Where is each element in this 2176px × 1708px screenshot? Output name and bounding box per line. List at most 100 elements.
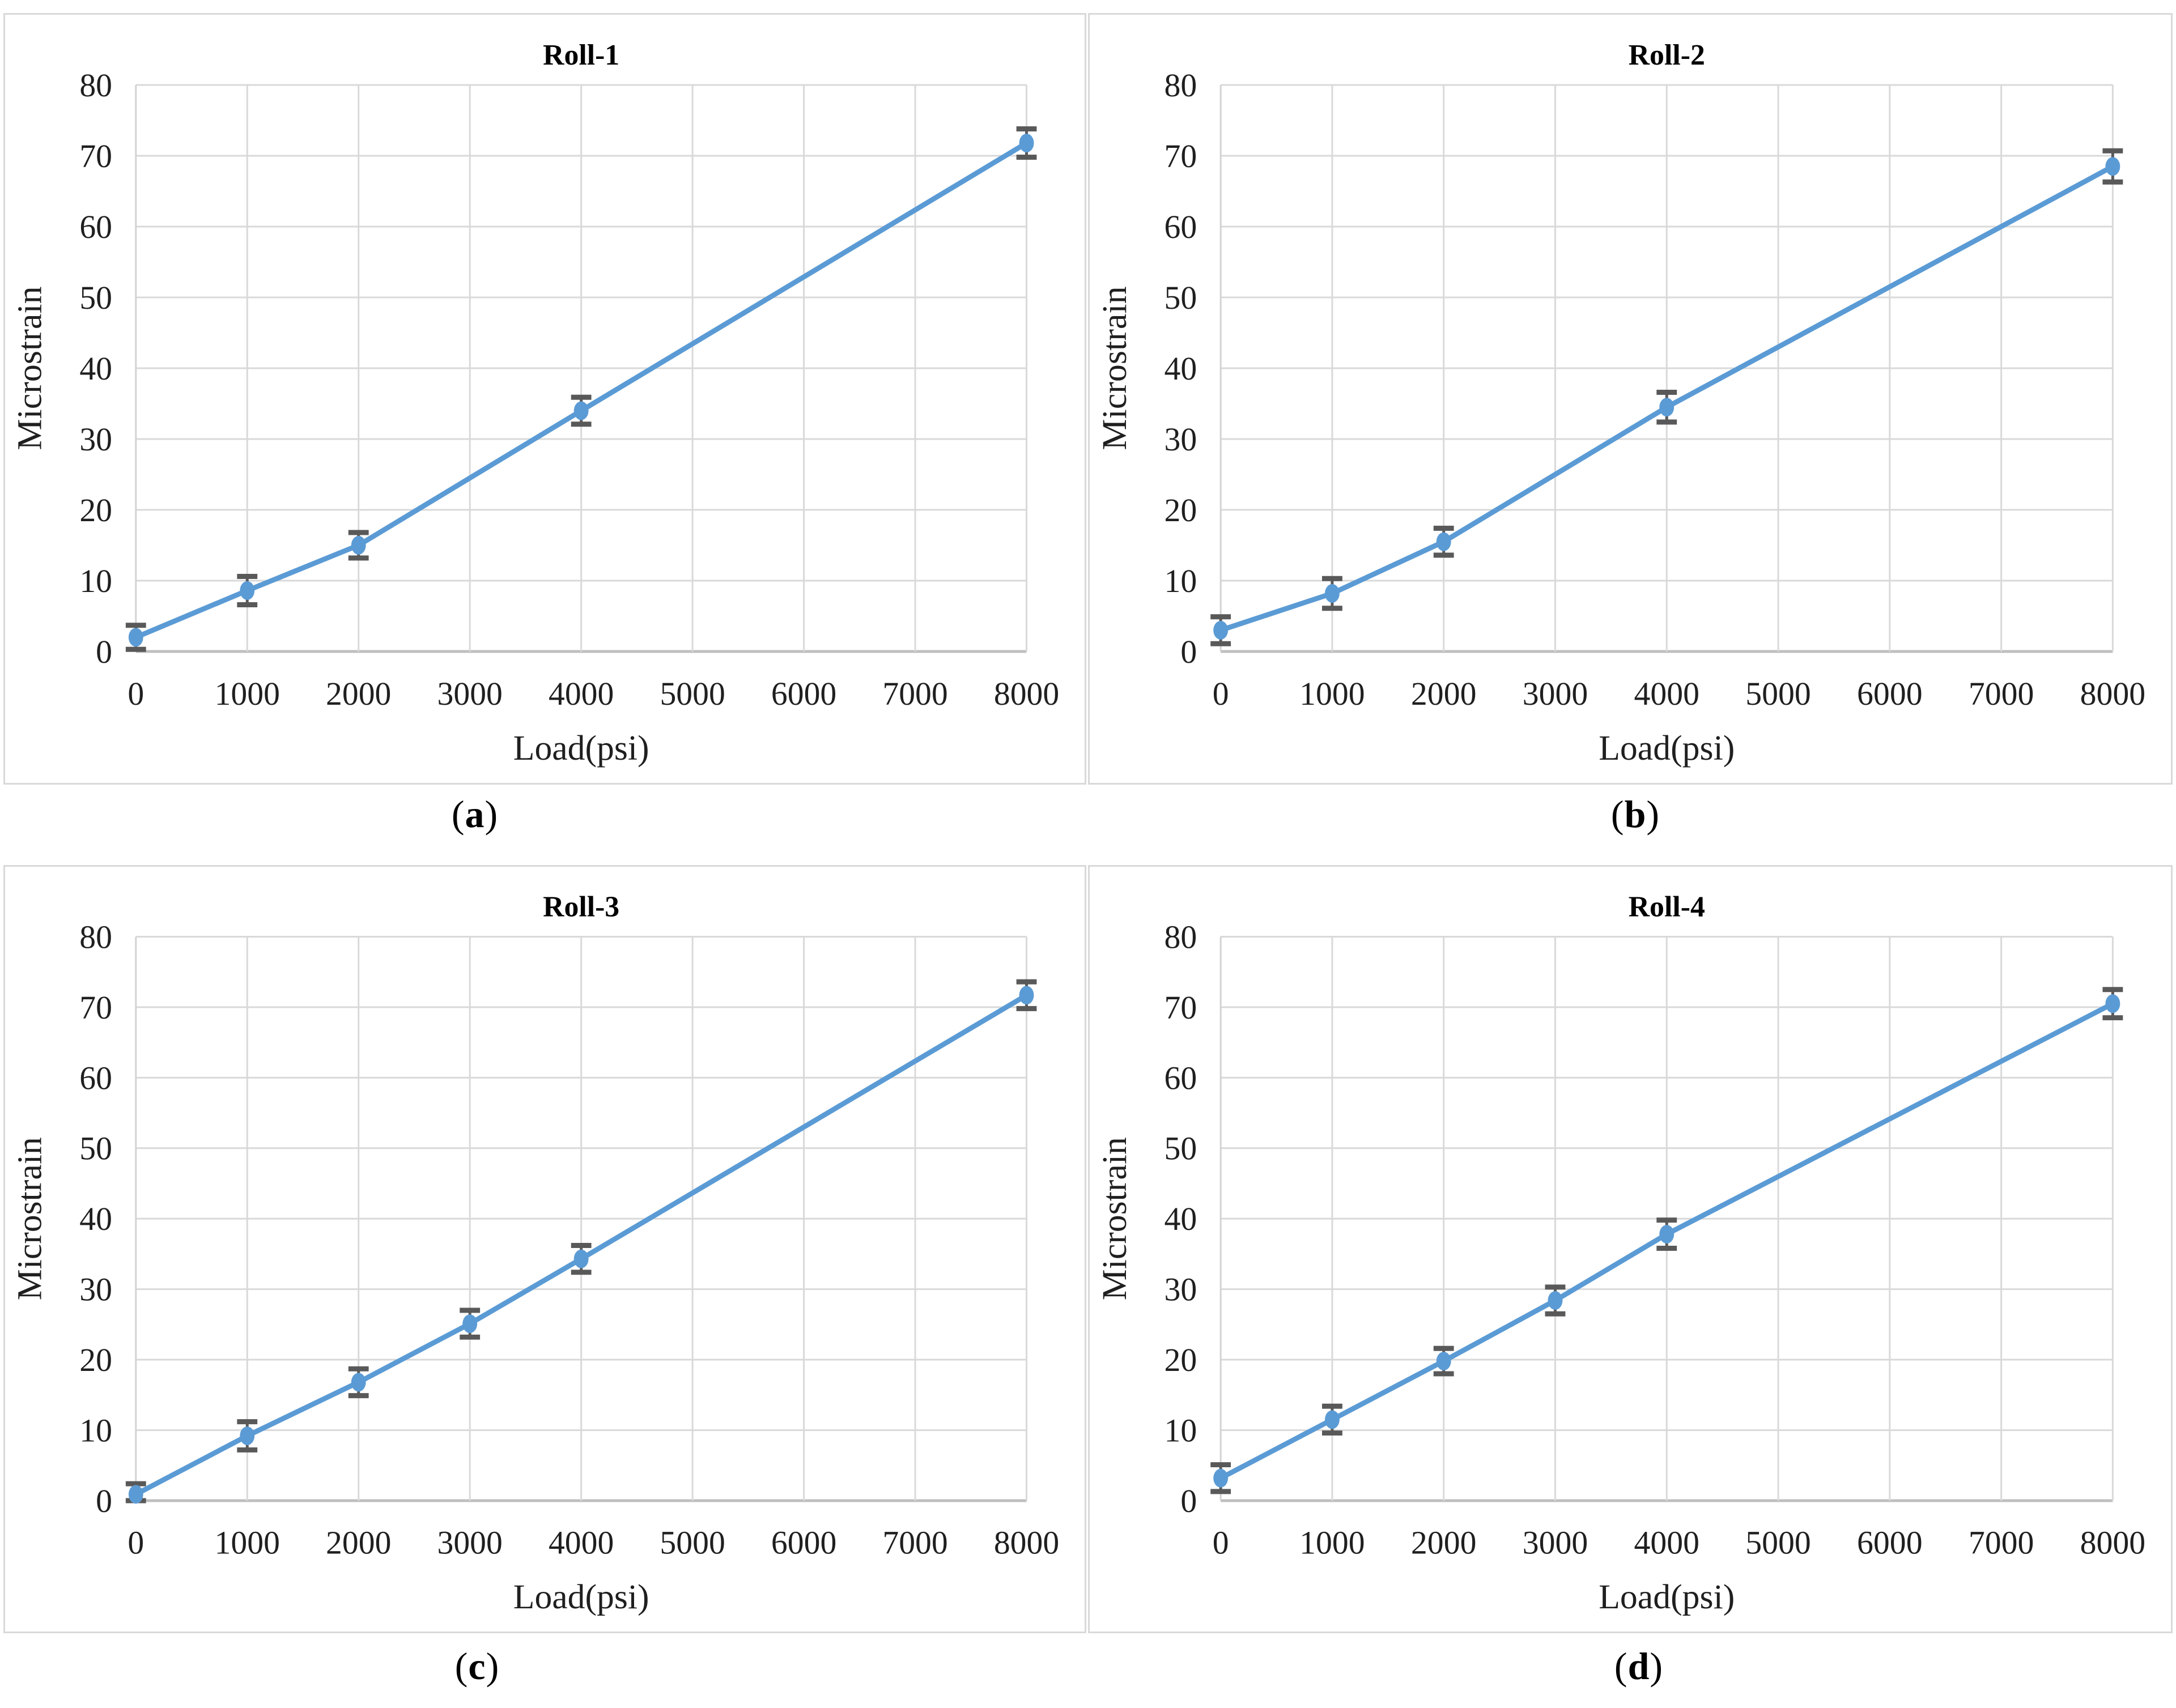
line-chart-roll-1: 0 1000 2000 3000 4000 5000 6000 7000 8000 0 10 20 30…	[11, 39, 1059, 768]
y-tick-label: 20	[1164, 1343, 1197, 1378]
y-axis-title: Microstrain	[11, 286, 49, 450]
x-tick-label: 0	[128, 1526, 144, 1561]
y-tick-label: 10	[1164, 1413, 1197, 1449]
y-tick-label: 70	[1164, 990, 1197, 1026]
y-tick-label: 30	[79, 1272, 112, 1308]
x-tick-label: 5000	[660, 1526, 725, 1561]
data-point-marker	[1436, 1352, 1451, 1371]
x-tick-label: 1000	[1299, 1526, 1365, 1561]
x-tick-label: 6000	[771, 675, 836, 712]
y-tick-label: 10	[1164, 563, 1197, 599]
x-tick-label: 1000	[215, 1526, 280, 1561]
y-tick-label: 70	[79, 138, 112, 174]
panel-letter: b	[1624, 793, 1647, 836]
data-point-marker	[573, 1249, 589, 1268]
x-axis-title: Load(psi)	[513, 729, 649, 768]
x-tick-label: 2000	[1411, 675, 1477, 712]
y-tick-label: 70	[1164, 138, 1197, 174]
x-tick-label: 4000	[1634, 1526, 1699, 1561]
x-axis-title: Load(psi)	[513, 1578, 649, 1616]
x-tick-label: 2000	[1411, 1526, 1477, 1561]
x-tick-label: 3000	[437, 675, 503, 712]
data-point-marker	[128, 1485, 143, 1504]
data-point-marker	[1436, 532, 1451, 551]
y-tick-label: 20	[79, 1343, 112, 1378]
line-chart-roll-4: 0 1000 2000 3000 4000 5000 6000 7000 8000 0 10 20 30…	[1095, 891, 2146, 1617]
x-tick-label: 3000	[437, 1526, 502, 1561]
x-tick-label: 6000	[771, 1526, 836, 1561]
y-axis-title: Microstrain	[1095, 1137, 1134, 1300]
data-point-marker	[128, 628, 143, 647]
panel-label-d: (d)	[1614, 1644, 1663, 1689]
data-point-marker	[240, 1426, 255, 1445]
x-tick-label: 6000	[1857, 1526, 1923, 1561]
x-tick-label: 4000	[549, 1526, 614, 1561]
data-point-marker	[351, 536, 366, 555]
y-tick-label: 40	[79, 1202, 112, 1237]
data-point-marker	[1659, 398, 1674, 417]
data-point-marker	[240, 581, 255, 600]
paren-close: )	[486, 1645, 500, 1688]
panel-letter: a	[465, 793, 485, 836]
data-line	[1218, 1001, 2115, 1481]
y-tick-label: 80	[79, 67, 112, 104]
paren-close: )	[1646, 793, 1660, 836]
data-point-marker	[462, 1314, 478, 1334]
x-tick-label: 0	[128, 675, 144, 712]
data-point-marker	[2105, 994, 2120, 1013]
x-tick-label: 1000	[215, 675, 280, 712]
y-tick-label: 60	[1164, 208, 1197, 245]
x-tick-label: 4000	[549, 675, 614, 712]
y-axis-title: Microstrain	[11, 1137, 49, 1300]
y-tick-label: 0	[1180, 633, 1197, 670]
x-tick-label: 8000	[2080, 675, 2146, 712]
data-point-marker	[1019, 134, 1034, 152]
y-tick-label: 0	[96, 1484, 112, 1519]
y-axis-title: Microstrain	[1095, 286, 1134, 450]
y-tick-label: 10	[79, 1413, 112, 1449]
data-point-marker	[573, 401, 589, 420]
y-tick-label: 80	[79, 919, 112, 955]
y-tick-label: 60	[79, 1060, 112, 1096]
x-tick-label: 7000	[882, 675, 947, 712]
x-tick-label: 5000	[1745, 675, 1811, 712]
panel-label-c: (c)	[455, 1644, 500, 1689]
x-tick-label: 8000	[994, 1526, 1059, 1561]
chart-title: Roll-3	[543, 891, 619, 923]
chart-title: Roll-4	[1629, 891, 1705, 923]
x-axis-title: Load(psi)	[1599, 1578, 1735, 1616]
data-point-marker	[1213, 1468, 1229, 1488]
x-tick-label: 6000	[1857, 675, 1923, 712]
y-tick-label: 0	[1180, 1484, 1197, 1519]
x-tick-label: 5000	[1745, 1526, 1811, 1561]
paren-close: )	[484, 793, 499, 836]
panel-label-b: (b)	[1611, 792, 1660, 837]
y-tick-label: 30	[1164, 1272, 1197, 1308]
paren-open: (	[454, 1645, 469, 1688]
x-tick-label: 2000	[326, 675, 391, 712]
data-point-marker	[1213, 621, 1229, 640]
y-tick-label: 40	[1164, 350, 1197, 387]
x-tick-label: 1000	[1299, 675, 1365, 712]
y-tick-label: 80	[1164, 919, 1197, 955]
x-tick-label: 8000	[2080, 1526, 2146, 1561]
data-point-marker	[351, 1373, 366, 1392]
y-tick-label: 10	[79, 563, 112, 599]
y-tick-label: 20	[79, 492, 112, 529]
line-chart-roll-2: 0 1000 2000 3000 4000 5000 6000 7000 8000 0 10 20 30…	[1095, 39, 2146, 768]
panel-letter: c	[468, 1645, 486, 1688]
y-tick-label: 30	[1164, 421, 1197, 458]
y-tick-label: 60	[79, 208, 112, 245]
data-point-marker	[1548, 1291, 1563, 1310]
data-point-marker	[1019, 986, 1034, 1005]
chart-panel-roll-2: 0 1000 2000 3000 4000 5000 6000 7000 8000 0 10 20 30…	[1088, 13, 2173, 785]
x-tick-label: 0	[1213, 1526, 1229, 1561]
y-tick-label: 50	[79, 1131, 112, 1167]
x-tick-label: 3000	[1523, 675, 1588, 712]
y-tick-label: 50	[1164, 1131, 1197, 1167]
paren-close: )	[1650, 1645, 1664, 1688]
y-tick-label: 40	[1164, 1202, 1197, 1237]
x-tick-label: 5000	[660, 675, 725, 712]
x-tick-label: 2000	[326, 1526, 391, 1561]
y-tick-label: 20	[1164, 492, 1197, 529]
